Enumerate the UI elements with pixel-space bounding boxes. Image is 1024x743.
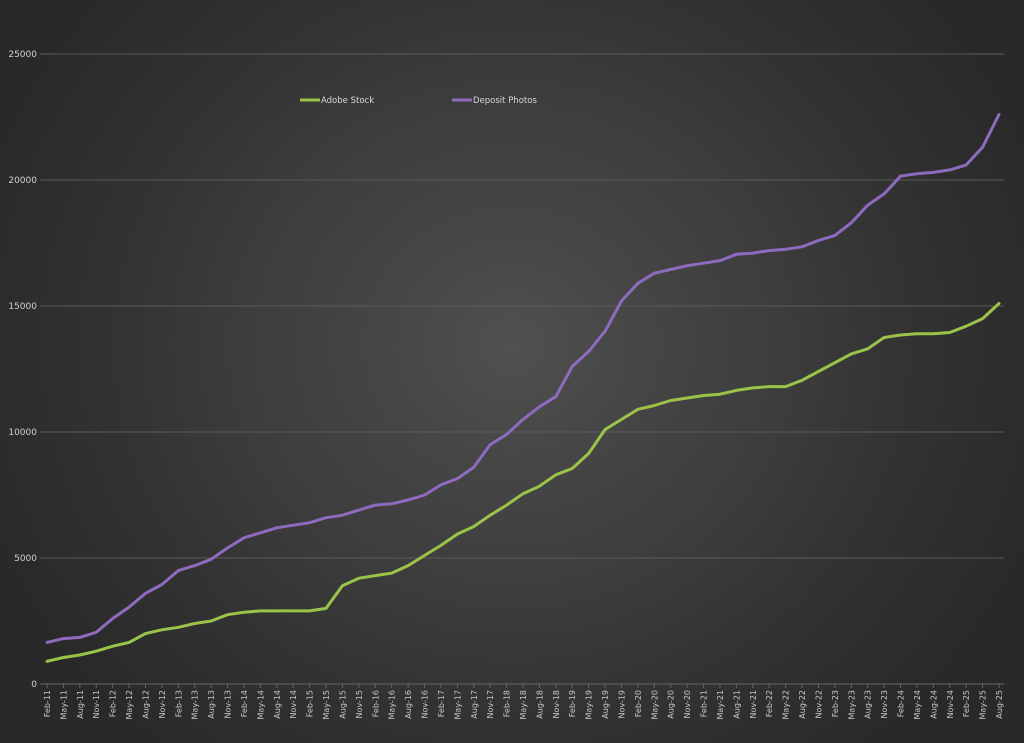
x-tick-label: May-17 bbox=[453, 690, 462, 719]
y-tick-label: 10000 bbox=[8, 428, 37, 438]
x-tick-label: May-12 bbox=[125, 690, 134, 719]
x-tick-label: Nov-12 bbox=[158, 690, 167, 718]
x-tick-label: Aug-25 bbox=[995, 690, 1004, 719]
x-tick-label: Aug-23 bbox=[864, 690, 873, 719]
x-tick-label: Nov-23 bbox=[880, 690, 889, 718]
x-tick-label: Feb-11 bbox=[43, 690, 52, 717]
x-tick-label: Aug-15 bbox=[338, 690, 347, 719]
series-line-deposit-photos bbox=[45, 113, 1001, 644]
x-tick-label: Aug-13 bbox=[207, 690, 216, 719]
series-line-adobe-stock bbox=[45, 302, 1001, 663]
x-tick-label: May-22 bbox=[782, 690, 791, 719]
x-tick-label: May-13 bbox=[191, 690, 200, 719]
x-tick-label: May-24 bbox=[913, 690, 922, 719]
x-tick-label: Nov-11 bbox=[92, 690, 101, 718]
x-tick-label: Aug-24 bbox=[929, 690, 938, 719]
x-tick-label: Nov-22 bbox=[814, 690, 823, 718]
plot-area bbox=[45, 113, 1001, 663]
legend-item-adobe-stock[interactable]: Adobe Stock bbox=[300, 96, 374, 106]
x-tick-label: Nov-20 bbox=[683, 690, 692, 718]
x-tick-label: Feb-23 bbox=[831, 690, 840, 717]
y-tick-label: 15000 bbox=[8, 302, 37, 312]
x-tick-label: Feb-18 bbox=[503, 690, 512, 717]
legend-item-deposit-photos[interactable]: Deposit Photos bbox=[452, 96, 537, 106]
x-tick-label: May-19 bbox=[585, 690, 594, 719]
x-tick-label: May-11 bbox=[59, 690, 68, 719]
x-tick-label: Feb-15 bbox=[306, 690, 315, 717]
x-tick-label: Feb-25 bbox=[962, 690, 971, 717]
x-tick-label: May-25 bbox=[979, 690, 988, 719]
x-tick-label: Feb-14 bbox=[240, 690, 249, 717]
y-tick-label: 5000 bbox=[14, 554, 37, 564]
x-tick-label: Feb-22 bbox=[765, 690, 774, 717]
x-tick-label: Nov-17 bbox=[486, 690, 495, 718]
x-tick-label: Nov-14 bbox=[289, 690, 298, 718]
x-tick-label: May-21 bbox=[716, 690, 725, 719]
x-tick-label: May-23 bbox=[847, 690, 856, 719]
x-axis: Feb-11 May-11 Aug-11 Nov-11 Feb-12 May-12 Aug-… bbox=[43, 684, 1004, 719]
x-tick-label: Aug-19 bbox=[601, 690, 610, 719]
x-tick-label: Aug-14 bbox=[273, 690, 282, 719]
x-tick-label: Feb-12 bbox=[109, 690, 118, 717]
x-tick-label: Nov-16 bbox=[421, 690, 430, 718]
x-tick-label: Feb-17 bbox=[437, 690, 446, 717]
x-tick-label: Nov-18 bbox=[552, 690, 561, 718]
y-tick-label: 0 bbox=[31, 680, 37, 690]
x-tick-label: Aug-17 bbox=[470, 690, 479, 719]
x-tick-label: Aug-11 bbox=[76, 690, 85, 719]
legend-label: Deposit Photos bbox=[473, 96, 537, 106]
x-tick-label: Feb-16 bbox=[371, 690, 380, 717]
x-tick-label: Feb-20 bbox=[634, 690, 643, 717]
x-tick-label: May-14 bbox=[256, 690, 265, 719]
x-tick-label: Nov-15 bbox=[355, 690, 364, 718]
x-tick-label: Nov-24 bbox=[946, 690, 955, 718]
x-tick-label: Aug-22 bbox=[798, 690, 807, 719]
x-tick-label: May-20 bbox=[650, 690, 659, 719]
legend-label: Adobe Stock bbox=[321, 96, 374, 106]
y-tick-label: 25000 bbox=[8, 50, 37, 60]
x-tick-label: Feb-19 bbox=[568, 690, 577, 717]
x-tick-label: Aug-20 bbox=[667, 690, 676, 719]
x-tick-label: Feb-24 bbox=[897, 690, 906, 717]
x-tick-label: Nov-21 bbox=[749, 690, 758, 718]
x-tick-label: May-15 bbox=[322, 690, 331, 719]
legend: Adobe Stock Deposit Photos bbox=[300, 96, 537, 106]
x-tick-label: May-16 bbox=[388, 690, 397, 719]
x-tick-label: Feb-21 bbox=[700, 690, 709, 717]
x-tick-label: Aug-18 bbox=[535, 690, 544, 719]
x-tick-label: Aug-16 bbox=[404, 690, 413, 719]
y-tick-label: 20000 bbox=[8, 176, 37, 186]
gridlines bbox=[40, 53, 1004, 559]
x-tick-label: Nov-19 bbox=[617, 690, 626, 718]
x-tick-label: May-18 bbox=[519, 690, 528, 719]
x-tick-label: Feb-13 bbox=[174, 690, 183, 717]
x-tick-label: Aug-12 bbox=[141, 690, 150, 719]
x-tick-label: Nov-13 bbox=[224, 690, 233, 718]
y-axis: 0 5000 10000 15000 20000 25000 bbox=[8, 50, 37, 690]
x-tick-label: Aug-21 bbox=[732, 690, 741, 719]
